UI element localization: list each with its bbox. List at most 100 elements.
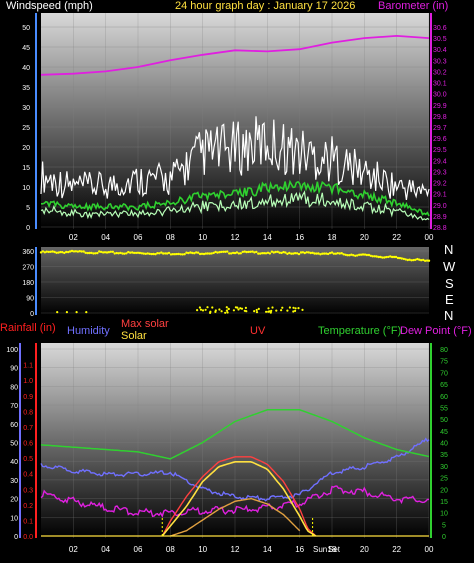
barometer-y-tick: 29.3 (433, 169, 447, 176)
wind-x-tick: 06 (134, 233, 143, 242)
direction-point (187, 251, 190, 255)
direction-point (270, 250, 274, 253)
direction-point (152, 252, 155, 256)
barometer-y-tick: 30.2 (433, 69, 447, 76)
wind-x-tick: 02 (69, 233, 78, 242)
direction-point-low (224, 311, 227, 314)
direction-point-low (275, 309, 278, 312)
wind-x-tick: 22 (392, 233, 401, 242)
direction-point-low (225, 306, 228, 309)
temp-y-tick: 75 (440, 359, 448, 366)
direction-y-tick: 270 (22, 265, 34, 272)
rain-y-tick: 0.1 (23, 518, 33, 525)
direction-point (171, 253, 175, 256)
direction-point (228, 252, 231, 255)
direction-point (390, 255, 394, 259)
direction-point (280, 251, 283, 255)
direction-point (414, 258, 417, 261)
direction-point (88, 251, 91, 255)
direction-point (47, 250, 50, 254)
rain-y-tick: 0.3 (23, 487, 33, 494)
direction-point (101, 251, 105, 254)
temp-y-tick: 5 (442, 522, 446, 529)
direction-point (103, 251, 107, 254)
direction-point (346, 254, 349, 257)
direction-point (418, 258, 421, 261)
direction-point (131, 251, 134, 254)
temp-y-tick: 30 (440, 464, 448, 471)
barometer-title: Barometer (in) (378, 0, 448, 12)
wind-x-tick: 12 (231, 233, 240, 242)
legend-humidity: Humidity (67, 325, 110, 337)
direction-point (385, 255, 388, 259)
barometer-y-tick: 29.2 (433, 181, 447, 188)
direction-point (53, 250, 56, 254)
barometer-y-tick: 29.8 (433, 114, 447, 121)
barometer-y-tick: 29.1 (433, 192, 447, 199)
temp-y-tick: 65 (440, 382, 448, 389)
weather-x-tick: 04 (101, 545, 110, 554)
direction-point (142, 252, 145, 255)
direction-point-low (257, 307, 260, 310)
direction-point (231, 251, 235, 255)
sunrise-label: Sun (313, 545, 327, 554)
direction-point (185, 251, 188, 254)
humidity-y-tick: 30 (10, 478, 18, 485)
wind-y-tick: 25 (22, 125, 30, 132)
barometer-y-tick: 29.4 (433, 158, 447, 165)
legend-dewpoint: Dew Point (°F) (400, 325, 472, 337)
direction-point (111, 250, 115, 253)
direction-point (134, 251, 138, 255)
direction-point (94, 252, 97, 255)
direction-point (344, 253, 347, 256)
direction-point (200, 252, 204, 255)
direction-point-low (280, 309, 283, 312)
direction-point (115, 251, 118, 255)
barometer-y-tick: 29.6 (433, 136, 447, 143)
direction-point (288, 251, 291, 255)
direction-point (216, 251, 219, 254)
direction-point (165, 252, 169, 255)
wind-average-line (41, 179, 430, 217)
barometer-y-tick: 30.0 (433, 92, 447, 99)
direction-point (356, 254, 359, 257)
direction-point (371, 255, 374, 258)
direction-point (255, 250, 258, 254)
compass-label-w: W (443, 259, 456, 274)
direction-point-early (65, 311, 68, 314)
rain-y-tick: 1.0 (23, 378, 33, 385)
wind-x-tick: 18 (328, 233, 337, 242)
legend-temperature: Temperature (°F) (318, 325, 401, 337)
direction-point (204, 252, 208, 255)
direction-point-low (234, 306, 237, 309)
direction-point (278, 251, 281, 254)
direction-point-low (281, 306, 284, 309)
direction-point (218, 251, 221, 254)
direction-point (276, 250, 279, 253)
direction-point-early (56, 311, 59, 314)
direction-point (208, 252, 211, 255)
direction-point-low (269, 311, 272, 314)
direction-point (387, 255, 390, 259)
direction-point-low (244, 306, 247, 309)
direction-point (51, 250, 54, 253)
direction-point-low (218, 308, 221, 311)
direction-point (299, 251, 303, 254)
direction-point-low (255, 308, 258, 312)
temp-y-tick: 35 (440, 452, 448, 459)
barometer-y-tick: 29.5 (433, 147, 447, 154)
rain-y-tick: 0.4 (23, 472, 33, 479)
direction-point-early (85, 311, 88, 314)
direction-panel-bg (41, 247, 429, 315)
wind-x-tick: 00 (425, 233, 434, 242)
direction-point (410, 259, 413, 262)
temp-y-tick: 10 (440, 511, 448, 518)
direction-point (181, 253, 184, 256)
wind-y-tick: 15 (22, 165, 30, 172)
direction-point (375, 255, 378, 258)
temp-y-tick: 80 (440, 347, 448, 354)
direction-point-low (267, 310, 270, 313)
direction-point (340, 252, 343, 255)
direction-point (160, 251, 163, 254)
wind-y-tick: 5 (26, 205, 30, 212)
